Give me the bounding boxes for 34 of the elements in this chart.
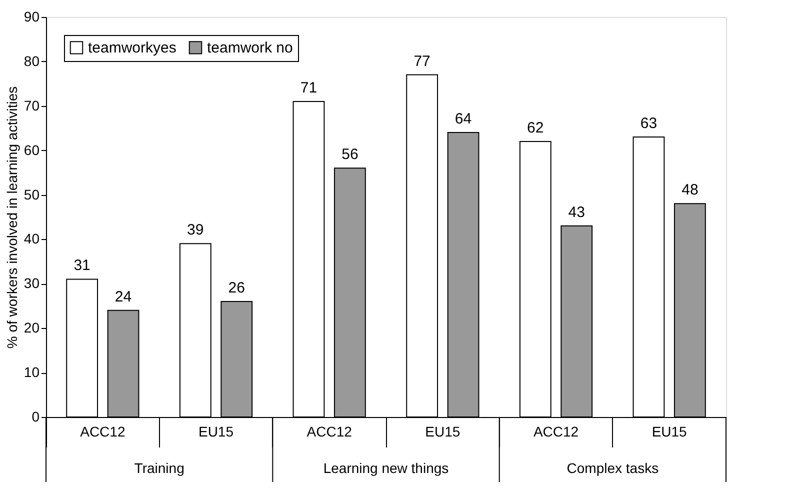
x-tick-label: EU15 <box>652 424 688 440</box>
data-label: 56 <box>342 146 358 164</box>
data-label: 63 <box>640 115 658 132</box>
y-tick-label: 10 <box>24 364 40 380</box>
text: Learning new things <box>323 460 449 476</box>
data-label: 31 <box>74 257 90 274</box>
x-tick-label: EU15 <box>198 424 234 440</box>
x-tick-label: EU15 <box>425 424 460 440</box>
y-tick-label: 60 <box>24 142 40 158</box>
y-tick-label: 80 <box>24 52 40 69</box>
y-tick-label: 30 <box>24 275 40 292</box>
data-label: 48 <box>682 182 698 199</box>
data-label: 43 <box>568 204 585 221</box>
legend-label: teamwork no <box>207 40 293 57</box>
y-tick-label: 40 <box>24 230 40 247</box>
data-label: 77 <box>414 52 430 70</box>
data-label: 39 <box>187 222 204 239</box>
y-axis-title: % of workers involved in learning activities <box>4 86 20 349</box>
y-tick-label: 0 <box>32 408 40 424</box>
x-tick-label: ACC12 <box>80 424 126 440</box>
data-label: 24 <box>114 288 132 306</box>
y-tick-label: 90 <box>24 8 40 24</box>
legend-label: teamworkyes <box>88 40 176 57</box>
y-tick-label: 70 <box>24 97 40 114</box>
data-label: 62 <box>527 119 544 136</box>
y-tick-label: 20 <box>24 320 40 336</box>
x-tick-label: ACC12 <box>533 424 579 440</box>
y-tick-label: 50 <box>24 186 40 202</box>
text: Complex tasks <box>566 460 659 476</box>
text: Training <box>134 460 184 476</box>
data-label: 71 <box>300 79 318 96</box>
data-label: 64 <box>454 110 472 128</box>
x-tick-label: ACC12 <box>306 424 352 440</box>
data-label: 26 <box>228 279 245 296</box>
